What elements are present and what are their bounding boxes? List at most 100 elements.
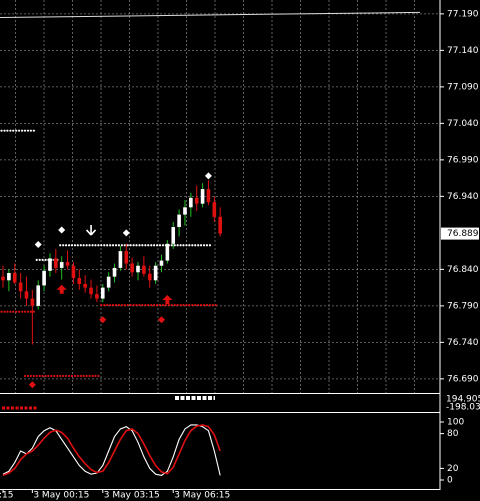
level-dot [6,310,9,313]
level-dot [23,310,27,313]
level-dot [173,244,176,247]
level-dot [62,244,65,247]
level-dot [35,258,38,261]
level-dot [100,304,103,307]
level-dot [179,244,182,247]
candle-body [65,262,70,266]
level-dot [126,244,129,247]
level-dot [97,374,100,378]
current-price-box [441,227,479,240]
level-dot [38,374,41,378]
candle-body [177,214,181,228]
candle-body [183,207,187,215]
level-dot [173,304,176,307]
candle-body [54,258,58,268]
level-dot [47,374,50,378]
level-dot [185,244,188,247]
candle-body [36,285,41,306]
level-dot [82,244,85,247]
level-dot [15,310,18,313]
candle-body [24,291,29,299]
candle-body [165,243,170,261]
level-dot [32,310,35,313]
level-dot [126,304,129,307]
level-dot [123,244,126,247]
signal-diamond [204,172,212,180]
level-dot [117,244,120,247]
level-dot [120,244,123,247]
level-dot [129,244,132,247]
level-dot [85,374,88,378]
level-dot [153,304,156,307]
candle-body [112,267,117,277]
level-dot [44,374,47,378]
level-dot [0,310,3,313]
level-dot [153,244,156,247]
candle-body [100,287,105,299]
level-dot [179,304,182,307]
level-dot [191,244,194,247]
level-dot [114,304,118,307]
candle-body [136,265,140,273]
level-dot [70,374,74,378]
level-dot [9,310,12,313]
candle-body [1,276,5,281]
level-dot [205,304,209,307]
level-dot [56,374,59,378]
level-dot [135,304,138,307]
level-dot [170,244,173,247]
level-dot [44,258,47,261]
level-dot [129,304,132,307]
candle-body [130,263,134,273]
osc-line [2,424,221,476]
candle-body [59,262,64,268]
level-dot [205,244,209,247]
level-dot [73,374,77,378]
y-tick-label: 77.190 [447,9,479,19]
level-dot [156,244,159,247]
level-dot [141,304,144,307]
level-dot [208,244,212,247]
signal-arrow-up [56,284,67,294]
candle-body [171,227,176,244]
candle-body [142,265,146,274]
level-dot [158,304,162,307]
osc-tick-label: 20 [447,464,459,474]
level-dot [79,244,82,247]
level-dot [18,129,21,132]
level-dot [12,310,15,313]
level-dot [94,244,97,247]
x-tick-label: 3 May 06:15 [174,491,230,501]
candle-body [189,197,193,208]
level-dot [182,244,185,247]
level-dot [35,374,38,378]
level-dot [111,244,115,247]
level-dot [0,129,3,132]
level-dot [114,244,118,247]
level-dot [3,129,6,132]
level-dot [176,244,179,247]
level-dot [3,310,6,313]
osc-line [2,424,221,477]
level-dot [188,244,191,247]
signal-arrow-down [85,224,97,236]
level-dot [150,244,153,247]
level-dot [161,304,165,307]
level-dot [64,374,68,378]
level-dot [88,374,91,378]
level-dot [109,304,112,307]
level-dot [64,244,68,247]
long-line [0,11,421,19]
level-dot [158,244,162,247]
level-dot [199,304,203,307]
level-dot [21,310,24,313]
level-dot [70,244,74,247]
y-tick-label: 76.690 [447,374,479,384]
level-dot [23,374,27,378]
level-dot [211,304,214,307]
pane1-dots [2,396,215,410]
level-dot [141,244,144,247]
y-tick-label: 77.090 [447,82,479,92]
candle-body [212,202,217,217]
candle-body [30,298,35,306]
